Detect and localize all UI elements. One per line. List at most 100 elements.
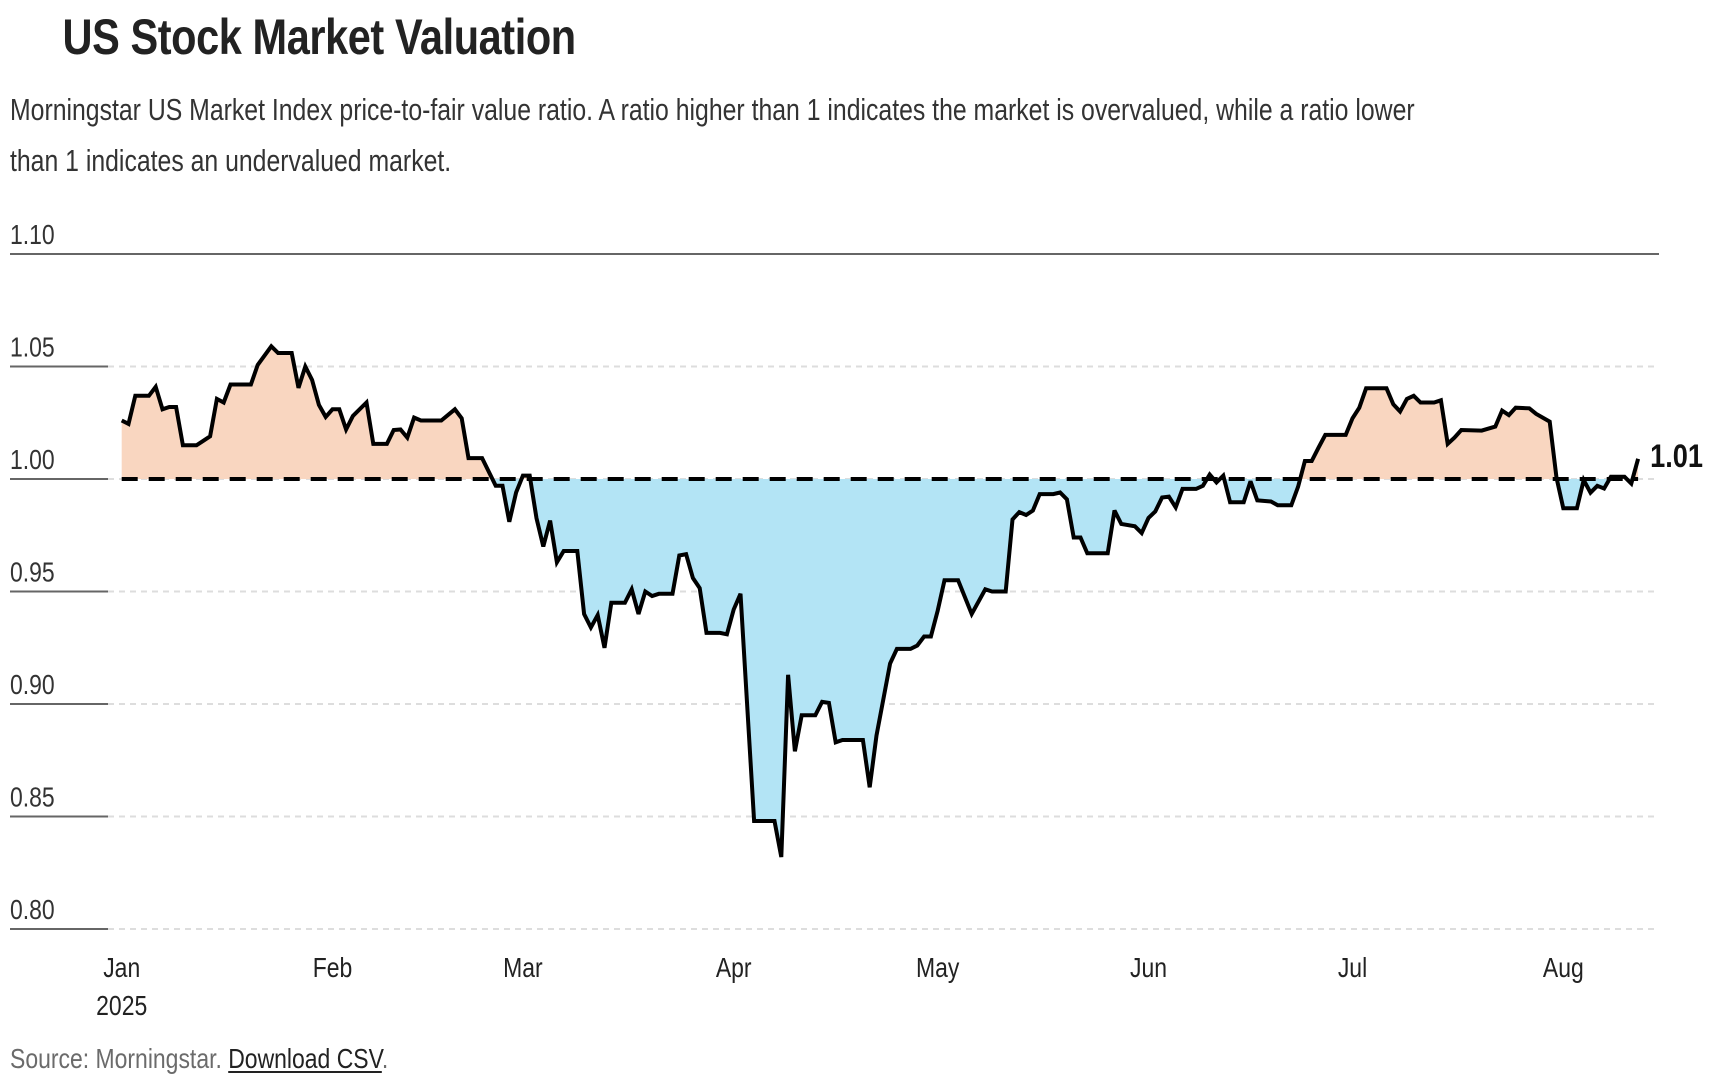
data-point	[922, 635, 926, 639]
y-axis-ticks: 1.10 1.05 1.00 0.95 0.90 0.85 0.80	[10, 220, 55, 926]
data-point	[399, 428, 403, 432]
data-point	[1323, 433, 1327, 437]
data-point	[256, 363, 260, 367]
data-point	[317, 403, 321, 407]
data-point	[1133, 524, 1137, 528]
data-point	[1629, 482, 1633, 486]
data-point	[1534, 412, 1538, 416]
data-point	[1140, 531, 1144, 535]
data-point	[1065, 497, 1069, 501]
data-point	[1106, 551, 1110, 555]
data-point	[351, 414, 355, 418]
data-point	[521, 474, 525, 478]
x-tick-label: Mar	[503, 953, 543, 984]
data-point	[297, 386, 301, 390]
data-point	[201, 439, 205, 443]
data-point	[1276, 503, 1280, 507]
data-point	[1351, 416, 1355, 420]
data-point	[739, 592, 743, 596]
data-point	[1364, 386, 1368, 390]
data-point	[365, 401, 369, 405]
chart-title: US Stock Market Valuation	[62, 9, 577, 65]
data-point	[1623, 475, 1627, 479]
data-point	[541, 545, 545, 549]
data-point	[643, 590, 647, 594]
data-point	[1419, 401, 1423, 405]
data-point	[412, 416, 416, 420]
data-point	[1269, 500, 1273, 504]
data-point	[970, 612, 974, 616]
data-point	[943, 578, 947, 582]
data-point	[779, 855, 783, 859]
data-point	[494, 484, 498, 488]
data-point	[895, 647, 899, 651]
data-point	[1385, 386, 1389, 390]
data-point	[834, 740, 838, 744]
data-point	[127, 422, 131, 426]
subtitle-line-1: Morningstar US Market Index price-to-fai…	[10, 92, 1415, 127]
data-point	[1439, 398, 1443, 402]
data-point	[154, 385, 158, 389]
y-tick-label: 1.10	[10, 220, 55, 251]
data-point	[1589, 491, 1593, 495]
data-point	[208, 434, 212, 438]
data-point	[290, 351, 294, 355]
data-point	[1344, 433, 1348, 437]
data-point	[603, 646, 607, 650]
download-csv-link[interactable]: Download CSV	[228, 1043, 382, 1074]
data-point	[480, 456, 484, 460]
data-point	[705, 631, 709, 635]
data-point	[439, 419, 443, 423]
data-point	[1085, 551, 1089, 555]
data-point	[371, 442, 375, 446]
data-point	[1296, 485, 1300, 489]
x-tick-label: Apr	[716, 953, 752, 984]
data-point	[1310, 459, 1314, 463]
data-point	[1446, 442, 1450, 446]
data-point	[936, 609, 940, 613]
data-point	[1391, 402, 1395, 406]
data-point	[1514, 406, 1518, 410]
data-point	[1079, 536, 1083, 540]
data-point	[1493, 425, 1497, 429]
data-point	[276, 351, 280, 355]
overvalued-area	[121, 346, 1639, 479]
data-point	[535, 516, 539, 520]
data-point	[1595, 484, 1599, 488]
data-point	[1153, 509, 1157, 513]
data-point	[467, 456, 471, 460]
data-point	[1174, 505, 1178, 509]
data-point	[691, 576, 695, 580]
latest-value-label: 1.01	[1650, 439, 1703, 475]
subtitle-line-2: than 1 indicates an undervalued market.	[10, 143, 452, 178]
data-point	[1453, 436, 1457, 440]
data-point	[1208, 473, 1212, 477]
data-point	[1561, 506, 1565, 510]
data-point	[1609, 475, 1613, 479]
data-point	[453, 407, 457, 411]
data-point	[1602, 487, 1606, 491]
data-point	[1072, 536, 1076, 540]
data-point	[303, 365, 307, 369]
data-point	[596, 613, 600, 617]
data-point	[120, 419, 124, 423]
data-point	[983, 587, 987, 591]
data-point	[507, 520, 511, 524]
data-point	[718, 631, 722, 635]
data-point	[861, 738, 865, 742]
data-point	[1480, 429, 1484, 433]
data-point	[1242, 500, 1246, 504]
chart-subtitle: Morningstar US Market Index price-to-fai…	[10, 84, 1723, 186]
y-tick-label: 1.05	[10, 332, 55, 363]
y-tick-label: 1.00	[10, 445, 55, 476]
data-point	[1038, 492, 1042, 496]
data-point	[324, 415, 328, 419]
data-point	[269, 344, 273, 348]
data-point	[752, 819, 756, 823]
data-point	[820, 700, 824, 704]
data-point	[147, 394, 151, 398]
data-point	[684, 552, 688, 556]
data-point	[698, 586, 702, 590]
data-point	[161, 407, 165, 411]
